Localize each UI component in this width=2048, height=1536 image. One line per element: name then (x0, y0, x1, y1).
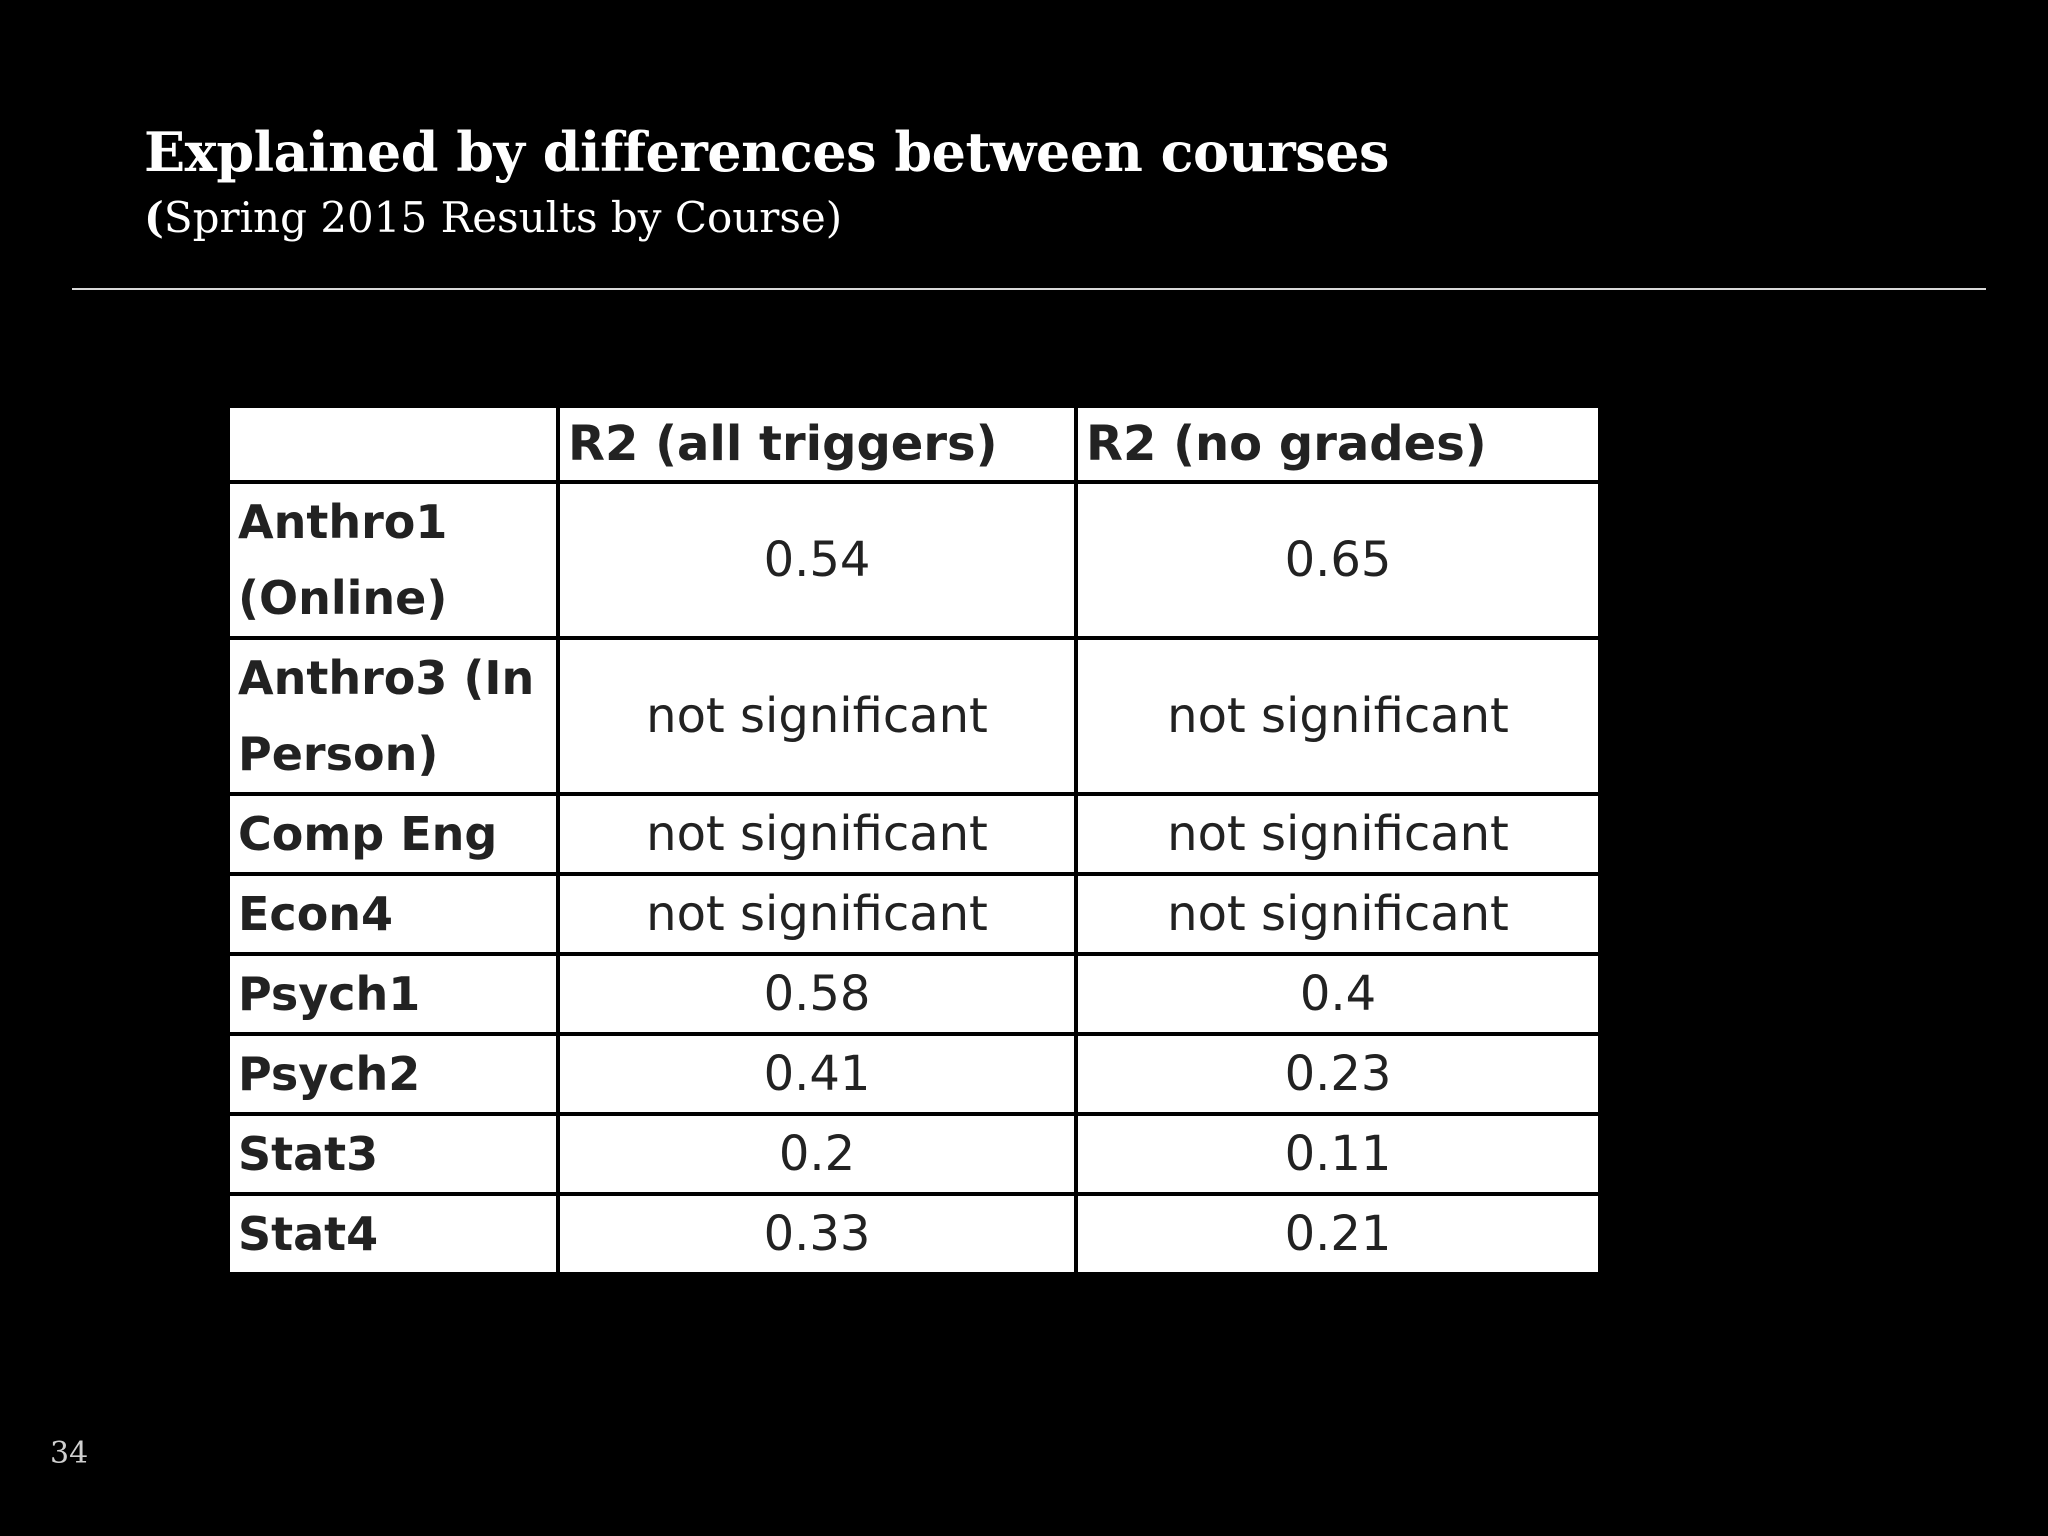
table-row: Econ4 not significant not significant (226, 872, 1602, 956)
course-name: Stat3 (226, 1112, 560, 1196)
title-divider (72, 288, 1986, 290)
header-all-triggers: R2 (all triggers) (556, 404, 1078, 484)
r2-no-grades: not significant (1074, 636, 1602, 796)
table-row: Stat4 0.33 0.21 (226, 1192, 1602, 1276)
r2-all-triggers: not significant (556, 792, 1078, 876)
subtitle-open-paren: ( (144, 193, 164, 242)
page-number: 34 (50, 1436, 89, 1471)
r2-no-grades: not significant (1074, 792, 1602, 876)
r2-all-triggers: not significant (556, 636, 1078, 796)
r2-all-triggers: 0.41 (556, 1032, 1078, 1116)
course-name: Stat4 (226, 1192, 560, 1276)
table-row: Psych1 0.58 0.4 (226, 952, 1602, 1036)
slide-title: Explained by differences between courses (144, 120, 1389, 184)
course-name: Anthro1 (Online) (226, 480, 560, 640)
r2-all-triggers: 0.2 (556, 1112, 1078, 1196)
results-table: R2 (all triggers) R2 (no grades) Anthro1… (226, 404, 1602, 1276)
r2-no-grades: 0.65 (1074, 480, 1602, 640)
r2-no-grades: 0.4 (1074, 952, 1602, 1036)
slide-subtitle: (Spring 2015 Results by Course) (144, 190, 842, 246)
header-empty-cell (226, 404, 560, 484)
table-row: Anthro3 (In Person) not significant not … (226, 636, 1602, 796)
header-no-grades: R2 (no grades) (1074, 404, 1602, 484)
r2-all-triggers: 0.54 (556, 480, 1078, 640)
course-name: Psych2 (226, 1032, 560, 1116)
r2-no-grades: 0.11 (1074, 1112, 1602, 1196)
table-row: Comp Eng not significant not significant (226, 792, 1602, 876)
table-row: Stat3 0.2 0.11 (226, 1112, 1602, 1196)
r2-all-triggers: 0.58 (556, 952, 1078, 1036)
course-name: Econ4 (226, 872, 560, 956)
course-name: Psych1 (226, 952, 560, 1036)
r2-no-grades: not significant (1074, 872, 1602, 956)
table-header-row: R2 (all triggers) R2 (no grades) (226, 404, 1602, 484)
course-name: Anthro3 (In Person) (226, 636, 560, 796)
r2-no-grades: 0.23 (1074, 1032, 1602, 1116)
table-row: Psych2 0.41 0.23 (226, 1032, 1602, 1116)
r2-no-grades: 0.21 (1074, 1192, 1602, 1276)
r2-all-triggers: not significant (556, 872, 1078, 956)
course-name: Comp Eng (226, 792, 560, 876)
table-row: Anthro1 (Online) 0.54 0.65 (226, 480, 1602, 640)
r2-all-triggers: 0.33 (556, 1192, 1078, 1276)
subtitle-text: Spring 2015 Results by Course) (163, 193, 843, 242)
